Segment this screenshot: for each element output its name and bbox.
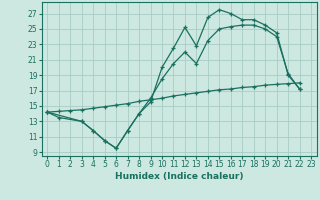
X-axis label: Humidex (Indice chaleur): Humidex (Indice chaleur) <box>115 172 244 181</box>
